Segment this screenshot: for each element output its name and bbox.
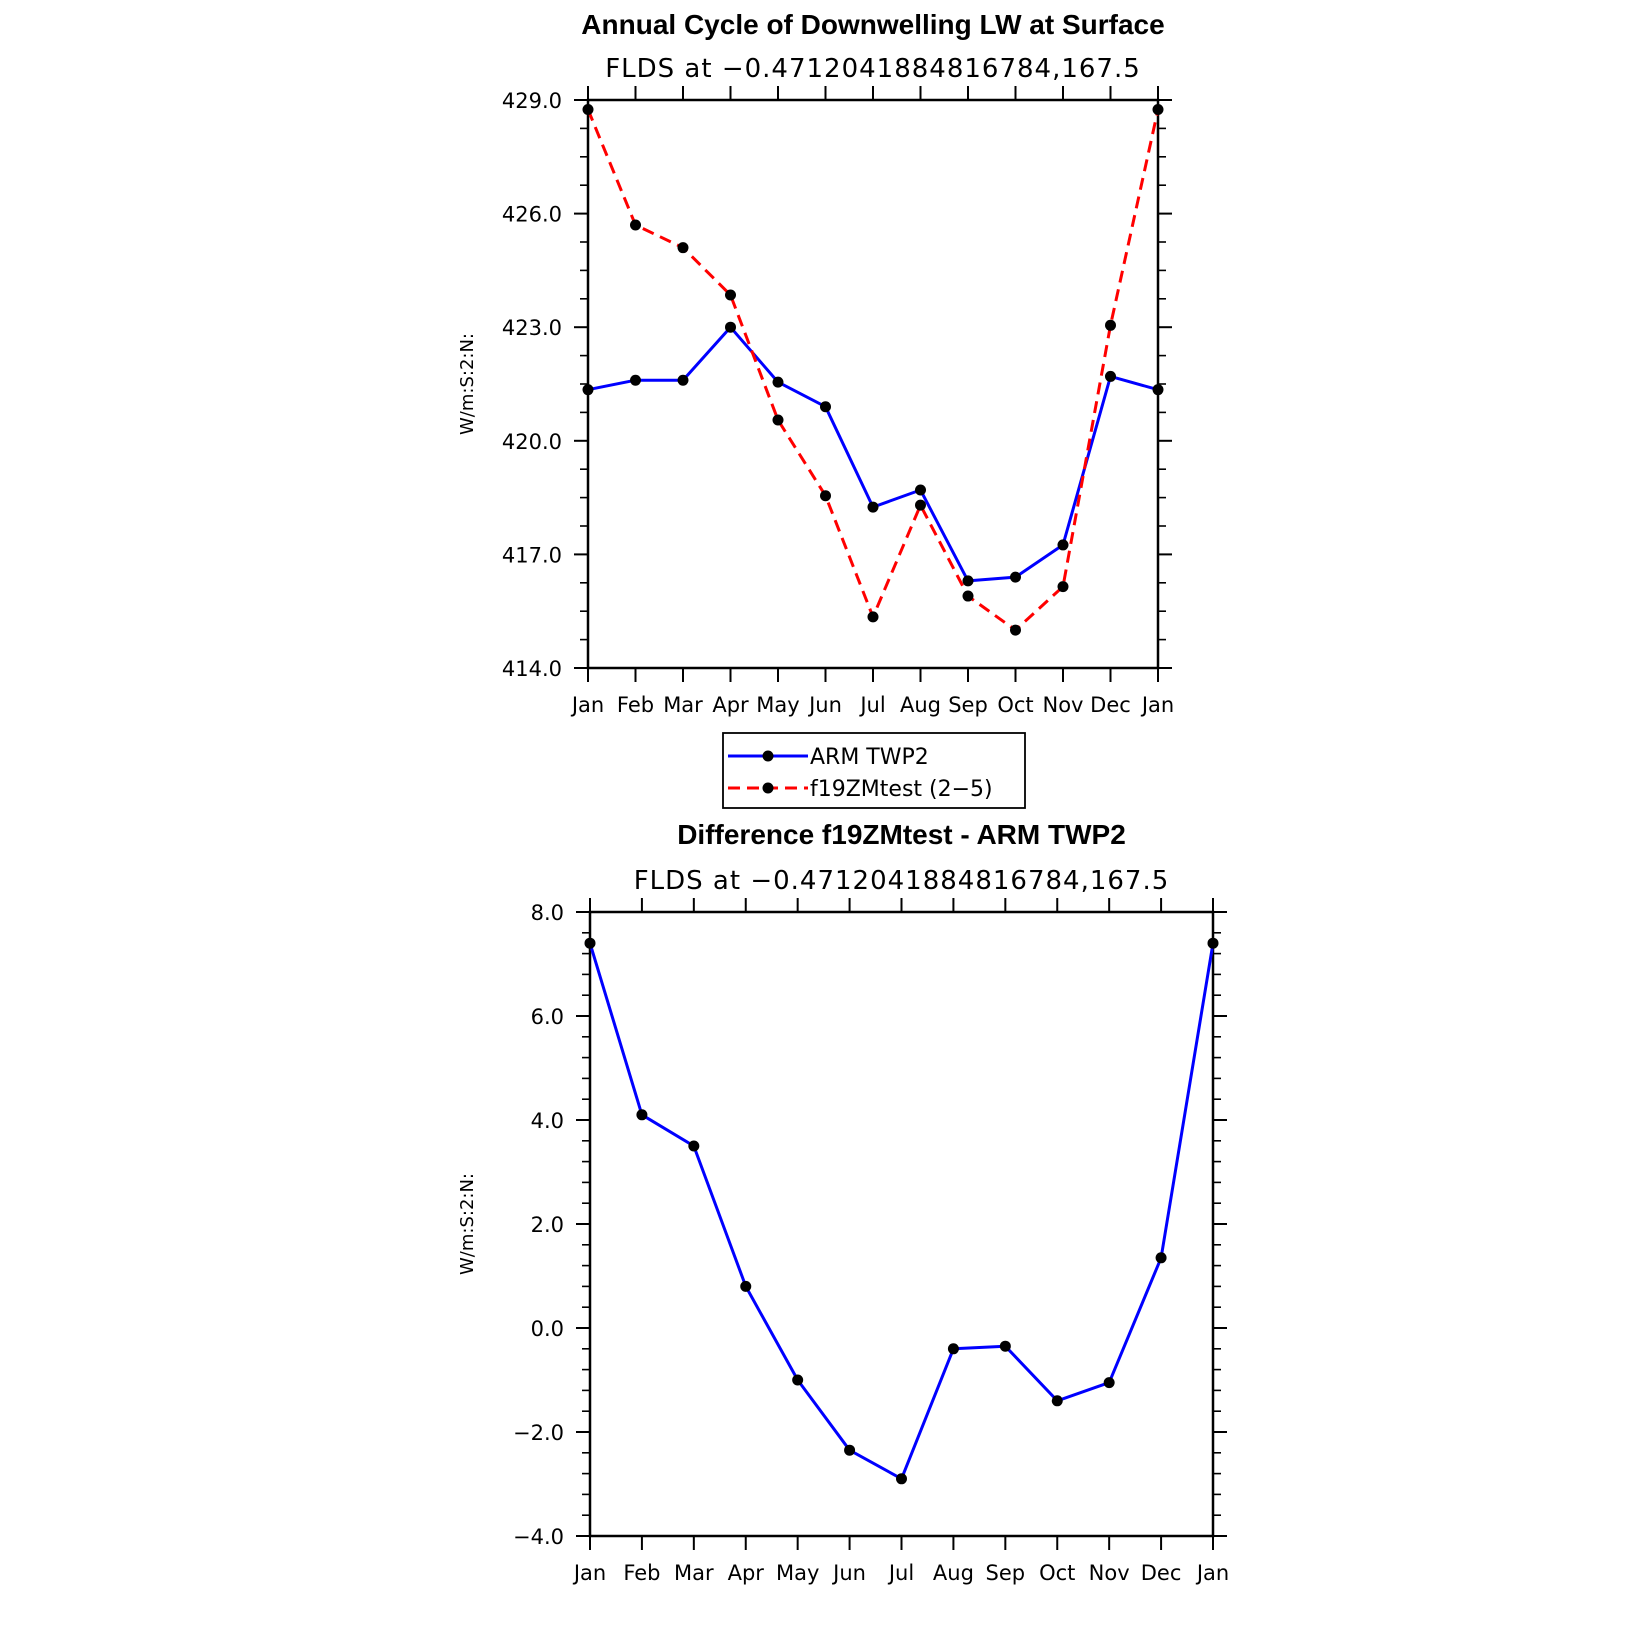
- series-line-0: [587, 325, 1159, 583]
- data-point: [867, 611, 879, 623]
- data-point: [636, 1109, 648, 1121]
- series-line-1: [586, 108, 1160, 632]
- data-point: [688, 1140, 700, 1152]
- x-tick-label: Jul: [887, 1561, 914, 1585]
- legend-entry-label: ARM TWP2: [810, 745, 929, 770]
- x-tick-label: Mar: [663, 693, 703, 717]
- x-tick-label: Apr: [712, 693, 749, 717]
- data-point: [677, 374, 689, 386]
- data-point: [1155, 1252, 1167, 1264]
- x-tick-label: Nov: [1089, 1561, 1130, 1585]
- x-tick-label: Dec: [1090, 693, 1131, 717]
- data-point: [1010, 624, 1021, 636]
- data-point: [820, 401, 831, 413]
- x-tick-label: Mar: [674, 1561, 714, 1585]
- y-tick-label: 417.0: [502, 543, 562, 567]
- difference-chart: Difference f19ZMtest - ARM TWP2 FLDS at −…: [457, 819, 1229, 1585]
- data-point: [677, 242, 689, 254]
- legend-marker: [762, 782, 774, 794]
- data-point: [792, 1374, 804, 1386]
- data-point: [1057, 581, 1069, 593]
- x-tick-label: Jan: [1195, 1561, 1229, 1585]
- data-point: [999, 1340, 1011, 1352]
- y-tick-label: 0.0: [531, 1317, 564, 1341]
- y-tick-label: 423.0: [502, 316, 562, 340]
- data-point: [630, 374, 641, 386]
- data-point: [1051, 1395, 1063, 1407]
- data-point: [725, 321, 736, 333]
- data-point: [844, 1444, 856, 1456]
- data-point: [1010, 571, 1021, 583]
- data-point: [962, 575, 974, 587]
- x-tick-label: Aug: [900, 693, 941, 717]
- data-point: [772, 414, 784, 426]
- legend-entry-label: f19ZMtest (2−5): [810, 777, 993, 802]
- data-point: [1057, 539, 1069, 551]
- y-tick-label: 2.0: [531, 1213, 564, 1237]
- x-tick-label: Jan: [1140, 693, 1174, 717]
- y-axis-label: W/m:S:2:N:: [457, 333, 478, 435]
- x-tick-label: Jan: [572, 1561, 606, 1585]
- x-tick-label: Jan: [570, 693, 604, 717]
- x-tick-label: Nov: [1043, 693, 1084, 717]
- legend-box: [722, 732, 1026, 809]
- y-tick-label: −2.0: [513, 1421, 564, 1445]
- data-point: [947, 1343, 959, 1355]
- data-point: [630, 219, 641, 231]
- data-point: [867, 501, 879, 513]
- annual-cycle-chart: Annual Cycle of Downwelling LW at Surfac…: [457, 9, 1174, 717]
- data-point: [725, 289, 736, 301]
- y-tick-label: 426.0: [502, 203, 562, 227]
- y-axis-label: W/m:S:2:N:: [457, 1173, 478, 1275]
- y-tick-label: 6.0: [531, 1005, 564, 1029]
- x-tick-label: Jul: [858, 693, 885, 717]
- chart-subtitle: FLDS at −0.4712041884816784,167.5: [605, 54, 1141, 84]
- x-tick-label: May: [776, 1561, 819, 1585]
- legend: ARM TWP2 f19ZMtest (2−5): [722, 732, 1026, 809]
- y-tick-label: 429.0: [502, 89, 562, 113]
- data-point: [1152, 384, 1164, 396]
- y-tick-label: 8.0: [531, 901, 564, 925]
- x-tick-label: Feb: [617, 693, 654, 717]
- x-tick-label: Feb: [623, 1561, 660, 1585]
- chart-title: Difference f19ZMtest - ARM TWP2: [677, 819, 1126, 850]
- data-point: [1105, 319, 1116, 331]
- x-tick-label: Oct: [997, 693, 1033, 717]
- data-point: [915, 484, 926, 496]
- data-point: [1152, 103, 1164, 115]
- data-point: [896, 1473, 907, 1485]
- x-tick-label: Jun: [807, 693, 842, 717]
- legend-marker: [762, 750, 774, 762]
- x-tick-label: Jun: [831, 1561, 866, 1585]
- data-point: [820, 490, 831, 502]
- x-tick-label: Dec: [1141, 1561, 1182, 1585]
- series-line-0: [588, 942, 1215, 1481]
- data-point: [772, 376, 784, 388]
- data-point: [740, 1280, 752, 1292]
- plot-frame: [586, 98, 1160, 670]
- y-tick-label: −4.0: [513, 1525, 564, 1549]
- y-tick-label: 420.0: [502, 430, 562, 454]
- data-point: [1207, 937, 1219, 949]
- data-point: [1103, 1377, 1115, 1389]
- x-tick-label: May: [756, 693, 799, 717]
- data-point: [582, 103, 594, 115]
- data-point: [584, 937, 596, 949]
- data-point: [915, 499, 926, 511]
- y-tick-label: 414.0: [502, 657, 562, 681]
- x-tick-label: Oct: [1039, 1561, 1075, 1585]
- chart-title: Annual Cycle of Downwelling LW at Surfac…: [581, 9, 1164, 40]
- x-tick-label: Apr: [728, 1561, 765, 1585]
- y-tick-label: 4.0: [531, 1109, 564, 1133]
- x-tick-label: Sep: [986, 1561, 1026, 1585]
- chart-subtitle: FLDS at −0.4712041884816784,167.5: [634, 866, 1170, 896]
- plot-frame: [588, 910, 1215, 1538]
- x-tick-label: Aug: [933, 1561, 974, 1585]
- data-point: [582, 384, 594, 396]
- data-point: [962, 590, 974, 602]
- x-tick-label: Sep: [948, 693, 988, 717]
- data-point: [1105, 370, 1116, 382]
